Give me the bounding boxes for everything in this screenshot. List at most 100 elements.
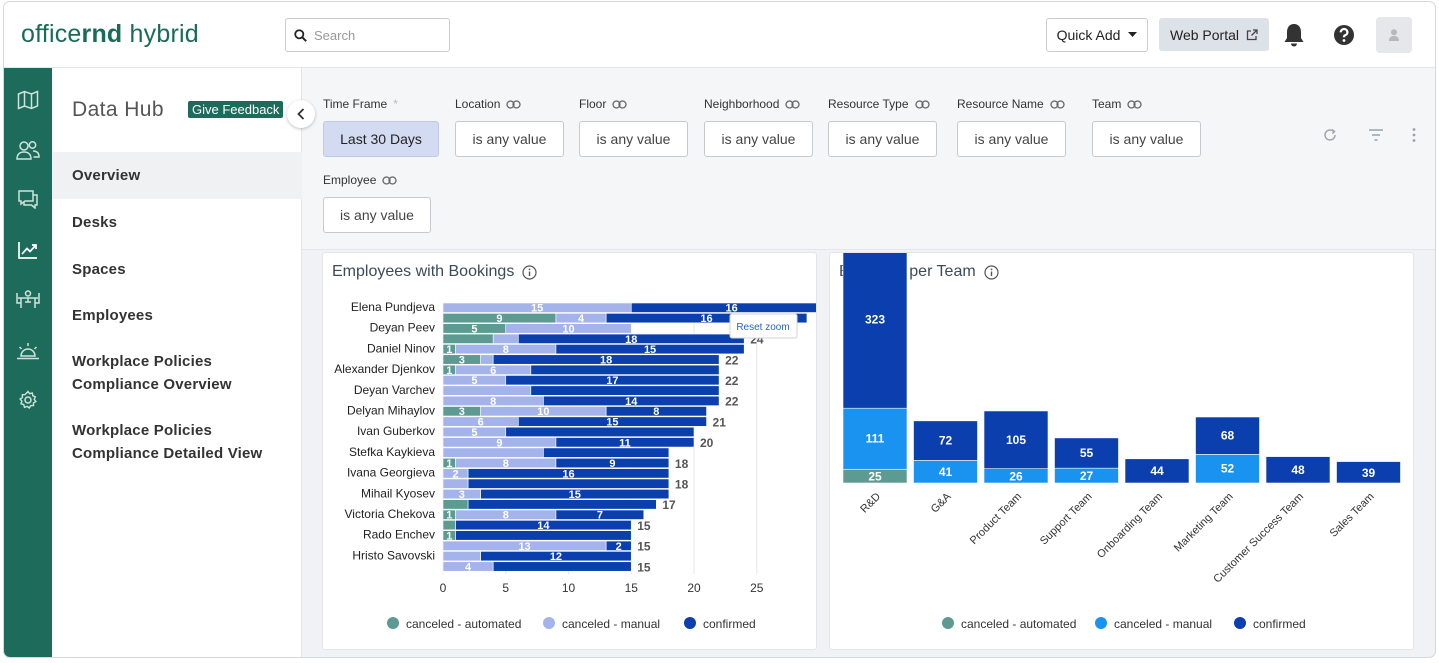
quick-add-button[interactable]: Quick Add (1046, 18, 1148, 52)
avatar[interactable] (1376, 17, 1412, 53)
refresh-icon[interactable] (1320, 125, 1340, 145)
page-title: Data Hub (72, 98, 164, 121)
legend-swatch (1234, 617, 1246, 629)
sidebar-item-compliance-overview[interactable]: Workplace Policies Compliance Overview (72, 353, 232, 393)
floor-filter-input[interactable]: is any value (579, 121, 688, 157)
web-portal-button[interactable]: Web Portal (1159, 18, 1269, 51)
filter-label: Team (1092, 97, 1122, 111)
info-icon[interactable] (522, 264, 537, 280)
y-category-label: Stefka Kaykieva (349, 445, 435, 459)
bar-data-label: 15 (569, 489, 581, 501)
reset-zoom-button[interactable]: Reset zoom (729, 313, 798, 339)
employee-filter-input[interactable]: is any value (323, 197, 431, 233)
x-tick-label: 5 (502, 581, 509, 595)
bar-total-label: 20 (700, 436, 714, 450)
bar-data-label: 1 (446, 458, 452, 470)
bar-data-label: 27 (1080, 469, 1094, 483)
y-category-label: Rado Enchev (363, 528, 435, 542)
external-link-icon (1246, 28, 1258, 40)
link-icon[interactable] (382, 175, 398, 185)
bar-segment-2 (1336, 461, 1401, 484)
reset-zoom-label: Reset zoom (736, 322, 789, 333)
x-tick-label: 0 (440, 581, 447, 595)
bar-data-label: 2 (452, 468, 458, 480)
filter-label: Time Frame (323, 97, 388, 111)
bar-data-label: 1 (446, 530, 452, 542)
bar-segment-confirmed (492, 561, 632, 572)
bar-segment-confirmed (467, 468, 670, 479)
chart-title-employees: Employees with Bookings (332, 263, 537, 281)
bar-segment-automated (442, 499, 469, 510)
link-icon[interactable] (914, 99, 930, 109)
caret-down-icon (1128, 32, 1138, 37)
logo[interactable]: officernd hybrid (21, 20, 199, 48)
analytics-icon[interactable] (16, 238, 40, 262)
help-icon[interactable] (1332, 22, 1356, 48)
resource-name-filter-input[interactable]: is any value (957, 121, 1066, 157)
desk-icon[interactable] (16, 288, 40, 312)
bar-data-label: 9 (496, 313, 502, 325)
bar-data-label: 4 (465, 561, 472, 573)
time-frame-select[interactable]: Last 30 Days (323, 121, 439, 157)
bar-segment-confirmed (505, 426, 695, 437)
chart-title-text: Employees with Bookings (332, 263, 515, 280)
give-feedback-button[interactable]: Give Feedback (188, 101, 284, 118)
search-input[interactable]: Search (285, 18, 450, 52)
neighborhood-filter-input[interactable]: is any value (704, 121, 813, 157)
filter-label: Location (455, 97, 501, 111)
y-category-label: Hristo Savovski (352, 548, 435, 562)
link-icon[interactable] (1050, 99, 1065, 109)
settings-icon[interactable] (16, 388, 40, 412)
bar-data-label: 8 (490, 396, 496, 408)
bar-segment-confirmed (605, 406, 707, 417)
y-category-label: Victoria Chekova (345, 507, 436, 521)
bar-segment-confirmed (492, 354, 720, 365)
link-icon[interactable] (785, 99, 801, 109)
bar-segment-2 (1054, 437, 1119, 469)
bar-data-label: 17 (606, 375, 618, 387)
app-window: officernd hybrid Search Quick Add Web Po… (4, 2, 1435, 657)
bar-data-label: 25 (868, 470, 882, 484)
y-category-label: Deyan Peev (370, 321, 435, 335)
employees-with-bookings-card: Employees with Bookings 0 5 10 15 20 25 15 16 9 4… (322, 252, 817, 650)
resource-type-filter-input[interactable]: is any value (828, 121, 937, 157)
sidebar-item-spaces[interactable]: Spaces (72, 261, 126, 278)
y-category-label: Elena Pundjeva (351, 300, 435, 314)
filter-floor: Floor is any value (579, 96, 688, 157)
bar-data-label: 39 (1362, 466, 1376, 480)
sidebar-item-compliance-detailed[interactable]: Workplace Policies Compliance Detailed V… (72, 422, 263, 462)
y-category-label: Daniel Ninov (367, 341, 435, 355)
filter-icon[interactable] (1366, 125, 1386, 145)
x-category-label: R&D (858, 491, 883, 516)
people-icon[interactable] (16, 138, 40, 162)
sidebar-item-overview[interactable]: Overview (52, 152, 302, 199)
link-icon[interactable] (612, 99, 627, 109)
icon-rail (4, 68, 52, 657)
collapse-sidebar-button[interactable] (287, 100, 315, 128)
sidebar-item-desks[interactable]: Desks (72, 214, 118, 231)
more-options-icon[interactable] (1404, 125, 1424, 145)
link-icon[interactable] (1127, 99, 1142, 109)
info-icon[interactable] (984, 264, 999, 280)
bar-data-label: 72 (939, 434, 953, 448)
legend-swatch (942, 617, 954, 629)
bar-data-label: 52 (1221, 462, 1235, 476)
sidebar-item-employees[interactable]: Employees (72, 307, 154, 324)
chat-icon[interactable] (16, 187, 40, 211)
bar-segment-confirmed (543, 395, 720, 406)
link-icon[interactable] (506, 99, 522, 109)
location-filter-input[interactable]: is any value (455, 121, 564, 157)
x-category-label: Sales Team (1328, 491, 1377, 540)
y-category-label: Deyan Varchev (354, 383, 435, 397)
team-filter-input[interactable]: is any value (1092, 121, 1201, 157)
bar-data-label: 13 (518, 541, 530, 553)
reset-zoom-bg (729, 313, 798, 339)
bar-data-label: 10 (537, 406, 549, 418)
bell-icon[interactable] (1282, 22, 1306, 48)
sunrise-icon[interactable] (16, 339, 40, 363)
bar-segment-confirmed (605, 313, 808, 324)
bar-data-label: 10 (562, 323, 574, 335)
map-icon[interactable] (16, 88, 40, 112)
filter-time-frame: Time Frame * Last 30 Days (323, 96, 439, 157)
bar-segment-confirmed (555, 457, 670, 469)
